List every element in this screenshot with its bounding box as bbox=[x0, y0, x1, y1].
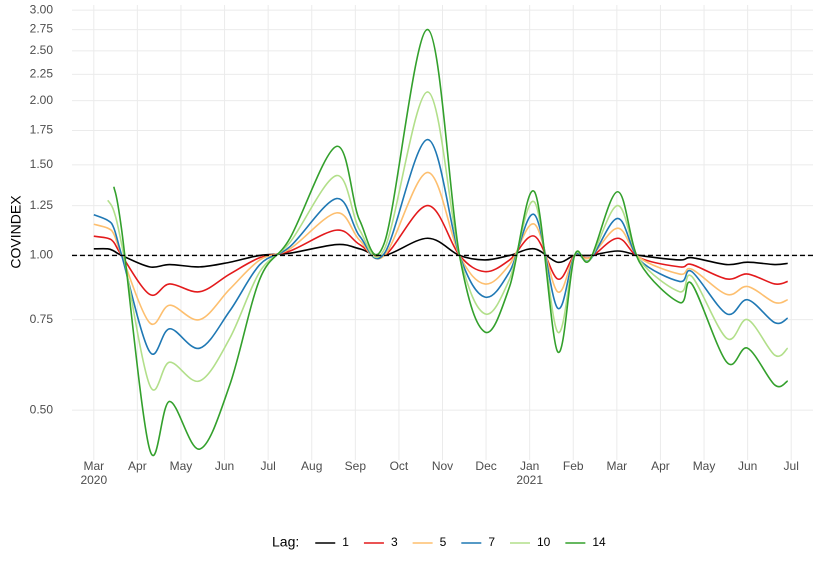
x-tick-label: May bbox=[170, 459, 193, 473]
x-tick-label: Nov bbox=[432, 459, 453, 473]
legend-label: 7 bbox=[488, 535, 495, 549]
series-line bbox=[93, 237, 788, 269]
legend-title: Lag: bbox=[272, 534, 299, 550]
y-tick-label: 2.25 bbox=[30, 67, 54, 81]
legend-label: 10 bbox=[537, 535, 551, 549]
x-tick-label: Oct bbox=[390, 459, 409, 473]
x-tick-label: Jul bbox=[784, 459, 799, 473]
legend: Lag: 1 3 5 7 10 14 bbox=[272, 534, 606, 550]
x-tick-label: May bbox=[693, 459, 716, 473]
legend-label: 14 bbox=[592, 535, 606, 549]
y-tick-label: 1.50 bbox=[30, 157, 54, 171]
y-tick-label: 1.00 bbox=[30, 248, 54, 262]
y-tick-label: 3.00 bbox=[30, 2, 54, 16]
x-tick-label: Jun bbox=[738, 459, 757, 473]
legend-label: 5 bbox=[440, 535, 447, 549]
y-axis-title: COVINDEX bbox=[8, 195, 24, 269]
y-tick-label: 2.50 bbox=[30, 43, 54, 57]
x-tick-label: Mar bbox=[607, 459, 628, 473]
x-tick-label: Mar 2020 bbox=[80, 459, 107, 487]
x-tick-label: Apr bbox=[128, 459, 147, 473]
series-line bbox=[113, 28, 789, 457]
x-tick-label: Jun bbox=[215, 459, 234, 473]
y-tick-label: 0.50 bbox=[30, 402, 54, 416]
x-tick-label: Aug bbox=[301, 459, 322, 473]
series-line bbox=[93, 204, 788, 297]
y-tick-label: 1.25 bbox=[30, 198, 54, 212]
x-tick-label: Apr bbox=[651, 459, 670, 473]
x-tick-label: Jul bbox=[260, 459, 275, 473]
series-line bbox=[107, 91, 789, 391]
x-tick-label: Jan 2021 bbox=[516, 459, 543, 487]
y-tick-label: 1.75 bbox=[30, 123, 54, 137]
series-line bbox=[93, 171, 788, 326]
x-tick-label: Dec bbox=[475, 459, 496, 473]
legend-label: 1 bbox=[342, 535, 349, 549]
grid bbox=[72, 5, 813, 460]
legend-label: 3 bbox=[391, 535, 398, 549]
x-tick-label: Feb bbox=[563, 459, 584, 473]
y-tick-label: 0.75 bbox=[30, 312, 54, 326]
y-tick-label: 2.00 bbox=[30, 93, 54, 107]
lines bbox=[72, 28, 813, 457]
y-tick-label: 2.75 bbox=[30, 22, 54, 36]
series-line bbox=[93, 138, 789, 355]
x-tick-label: Sep bbox=[345, 459, 367, 473]
